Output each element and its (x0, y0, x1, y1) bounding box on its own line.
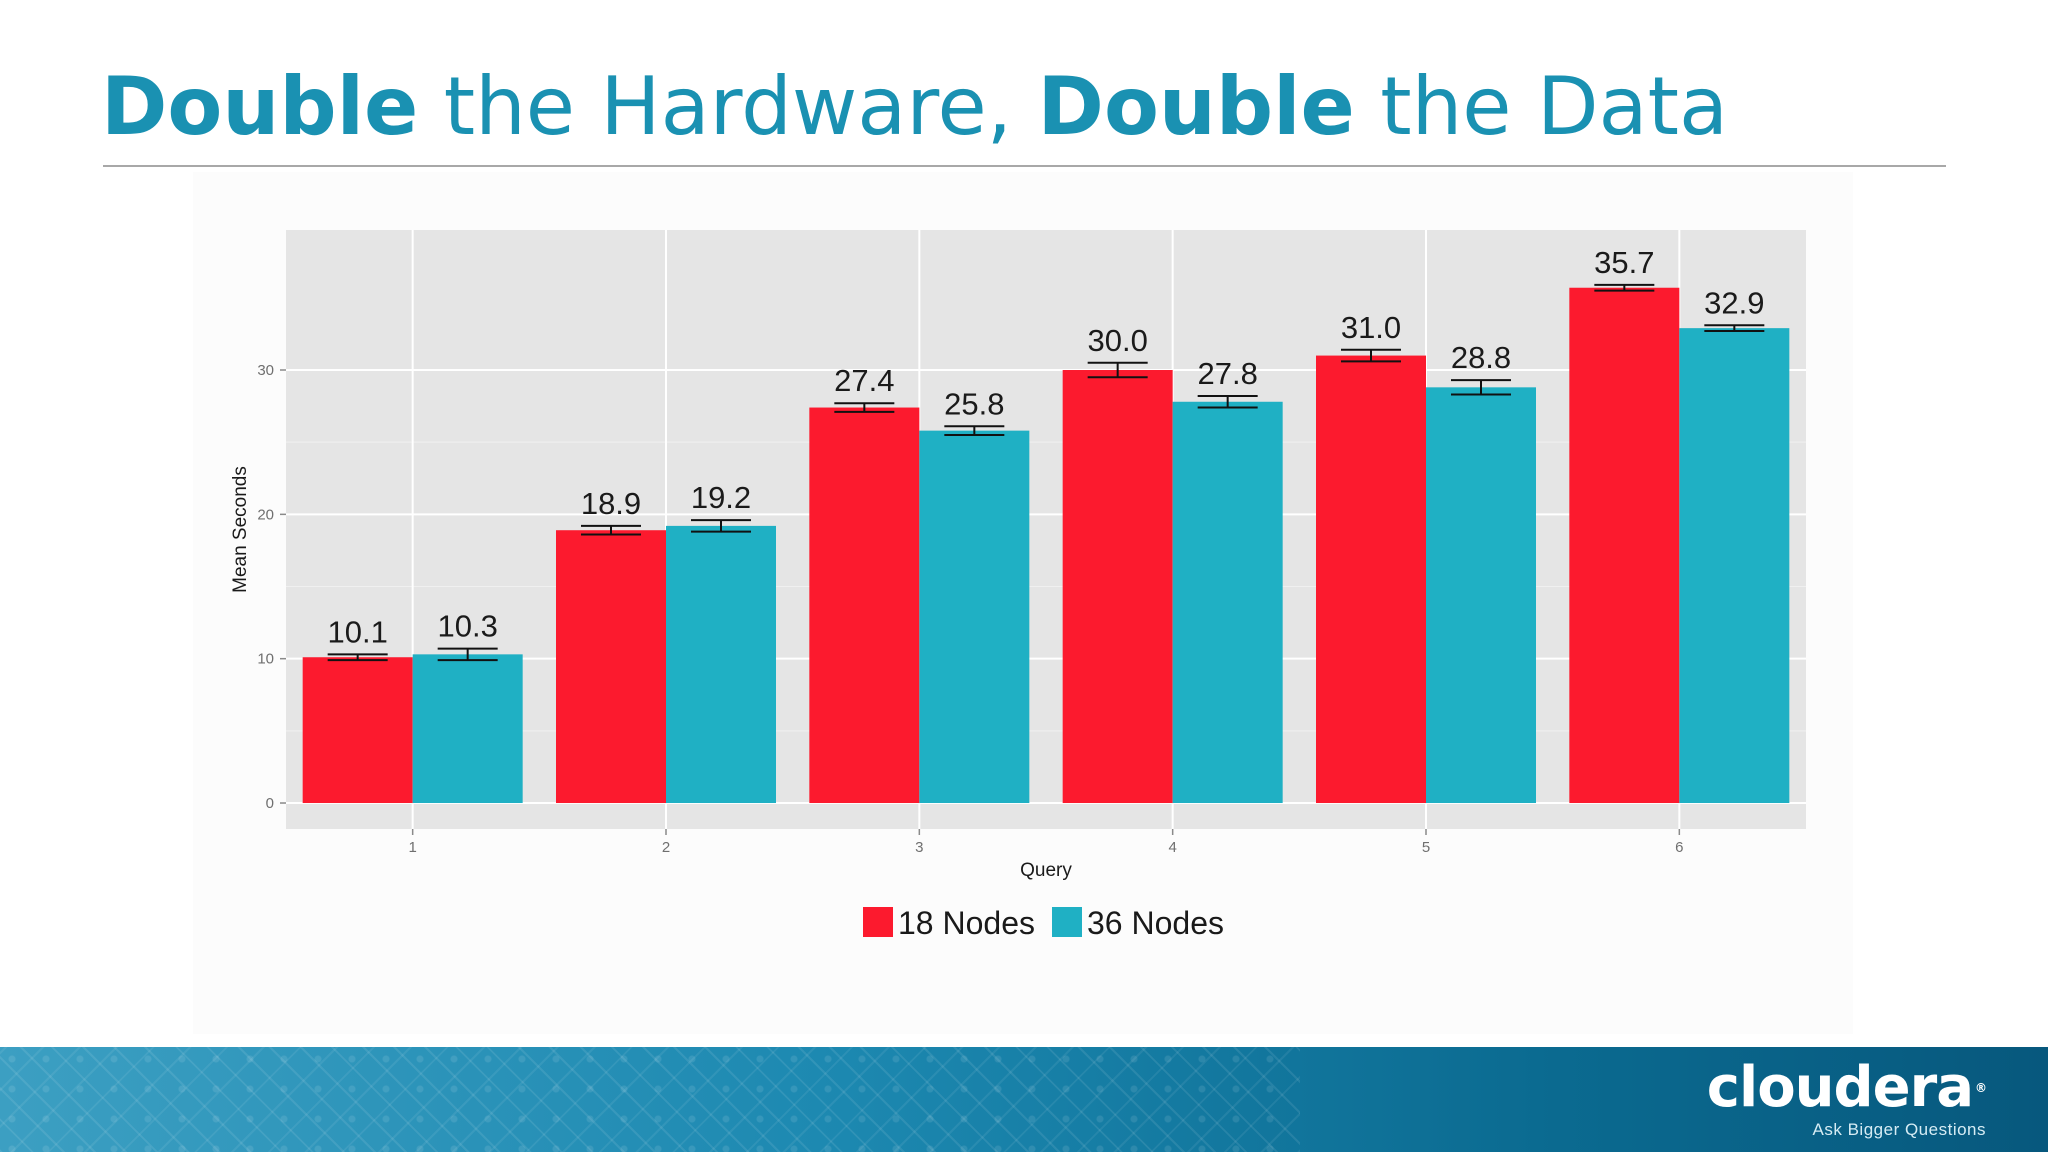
x-tick-label: 1 (408, 839, 416, 856)
bar-36-nodes (1172, 401, 1283, 804)
data-label: 28.8 (1451, 340, 1511, 375)
data-label: 35.7 (1594, 245, 1654, 280)
bar-18-nodes (1316, 355, 1426, 804)
data-label: 25.8 (944, 386, 1004, 421)
data-label: 18.9 (581, 486, 641, 521)
logo-text: cloudera (1706, 1055, 1974, 1120)
data-label: 27.4 (834, 363, 894, 398)
data-label: 10.1 (327, 614, 387, 649)
bar-36-nodes (412, 654, 523, 804)
logo-wordmark: cloudera ® (1706, 1055, 1987, 1120)
x-axis-title: Query (1020, 860, 1072, 881)
data-label: 10.3 (437, 609, 497, 644)
footer-pattern (0, 1047, 1300, 1152)
data-label: 32.9 (1704, 285, 1764, 320)
data-label: 19.2 (691, 480, 751, 515)
x-tick-label: 3 (915, 839, 923, 856)
footer-band (0, 1047, 2048, 1152)
registered-mark: ® (1975, 1081, 1987, 1095)
bar-18-nodes (1062, 370, 1173, 804)
bar-18-nodes (556, 530, 666, 804)
x-tick-label: 4 (1168, 839, 1176, 856)
legend-label: 18 Nodes (898, 905, 1035, 941)
logo-tagline: Ask Bigger Questions (1812, 1120, 1986, 1139)
y-tick-label: 20 (257, 506, 274, 523)
title-emphasis-1: Double (101, 60, 419, 153)
y-tick-label: 0 (266, 795, 274, 812)
slide-title: Double the Hardware, Double the Data (101, 52, 1728, 162)
x-tick-label: 2 (662, 839, 670, 856)
bar-18-nodes (809, 407, 920, 804)
title-text-1: the Hardware, (418, 60, 1038, 153)
bar-18-nodes (1569, 287, 1680, 804)
legend-swatch (863, 907, 893, 937)
y-tick-label: 30 (257, 362, 274, 379)
bar-chart: 0 10 20 30 1 2 3 4 5 6 10.1 18.9 27.4 30.0 31.0 35.7 10.… (230, 230, 1806, 941)
legend-label: 36 Nodes (1087, 905, 1224, 941)
x-tick-label: 6 (1675, 839, 1683, 856)
legend-swatch (1052, 907, 1082, 937)
title-emphasis-2: Double (1037, 60, 1355, 153)
bar-36-nodes (919, 430, 1030, 804)
x-tick-label: 5 (1422, 839, 1430, 856)
y-axis-title: Mean Seconds (230, 466, 251, 593)
cloudera-logo: cloudera ® Ask Bigger Questions (1706, 1055, 1987, 1140)
y-tick-label: 10 (257, 651, 274, 668)
data-label: 31.0 (1341, 310, 1401, 345)
bar-36-nodes (666, 525, 776, 804)
plot-panel (286, 230, 1806, 829)
bar-36-nodes (1426, 387, 1536, 804)
bar-18-nodes (302, 657, 413, 804)
title-divider (103, 165, 1946, 167)
data-label: 27.8 (1197, 356, 1257, 391)
bar-36-nodes (1679, 328, 1790, 804)
data-label: 30.0 (1087, 323, 1147, 358)
title-text-2: the Data (1354, 60, 1728, 153)
